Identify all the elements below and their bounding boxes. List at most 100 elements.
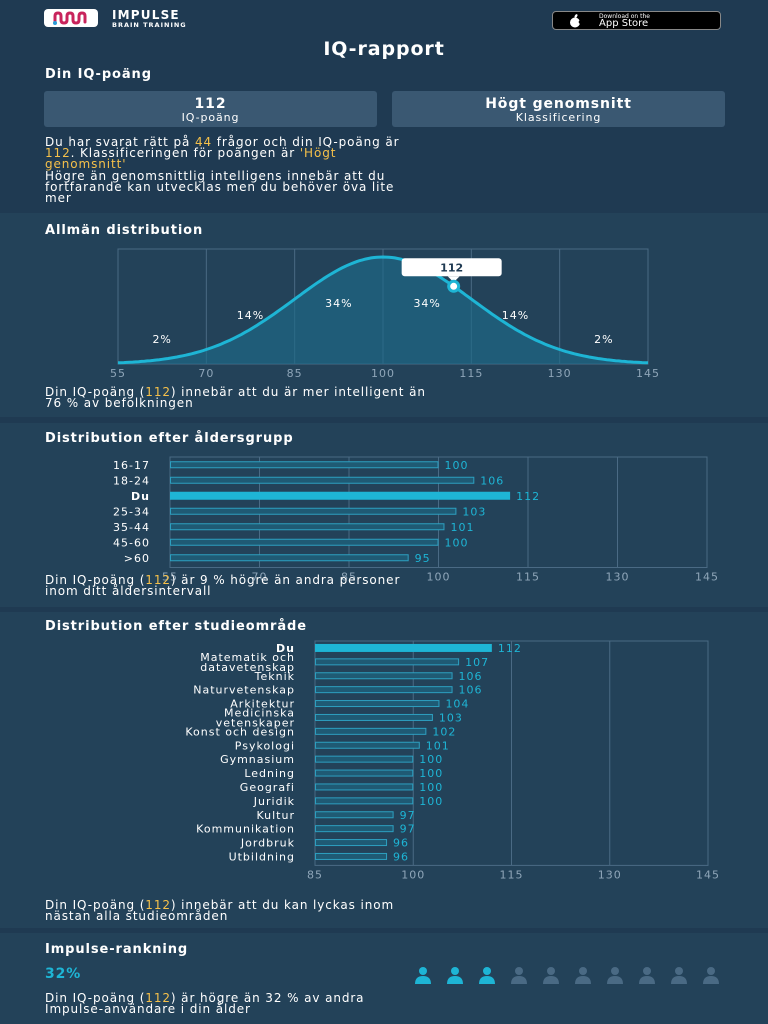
age-distribution-section: Distribution efter åldersgrupp 100 16-17 1… <box>0 423 768 607</box>
text-part: Din IQ-poäng ( <box>45 385 146 399</box>
iq-score-inline: 112 <box>45 146 71 160</box>
general-distribution-section: Allmän distribution 2% 14% 34% 34% 14% 2% 112 5… <box>0 213 768 417</box>
text-part: . Klassificeringen för poängen är <box>70 146 300 160</box>
age-distribution-heading: Distribution efter åldersgrupp <box>45 431 294 446</box>
x-tick-label: 100 <box>401 868 425 881</box>
category-label: >60 <box>124 552 150 565</box>
app-store-big-label: App Store <box>599 18 649 29</box>
x-tick-label: 130 <box>606 571 630 584</box>
x-tick-label: 55 <box>162 571 178 584</box>
text-part: ) är 9 % högre än andra personer <box>170 573 401 587</box>
text-line: nästan alla studieområden <box>45 909 229 923</box>
category-label: 25-34 <box>113 505 150 518</box>
classification-value: Högt genomsnitt <box>485 96 632 112</box>
bar <box>315 852 388 860</box>
bar <box>170 507 457 515</box>
bar-you <box>315 643 492 652</box>
category-label: Gymnasium <box>220 753 295 766</box>
x-tick-label: 100 <box>371 367 395 380</box>
text-part: ) innebär att du är mer intelligent än <box>170 385 426 399</box>
person-icon <box>415 967 431 984</box>
bar-value-label: 100 <box>419 753 443 766</box>
bar-value-label: 97 <box>400 809 416 822</box>
bar <box>315 672 453 680</box>
score-card: 112 IQ-poäng <box>44 91 377 127</box>
category-label: Psykologi <box>235 739 295 752</box>
brand-subtitle: BRAIN TRAINING <box>112 21 187 29</box>
bar-value-label: 101 <box>426 739 450 752</box>
text-line: Högre än genomsnittlig intelligens inneb… <box>45 169 386 183</box>
distribution-curve <box>117 255 649 365</box>
segment-label: 14% <box>502 309 529 322</box>
bar <box>315 839 388 847</box>
text-part: Din IQ-poäng ( <box>45 898 146 912</box>
score-value: 112 <box>194 96 227 112</box>
segment-label: 34% <box>325 297 352 310</box>
bar-value-label: 96 <box>393 850 409 863</box>
category-label: Kommunikation <box>196 823 295 836</box>
score-label: IQ-poäng <box>181 111 240 124</box>
bar <box>315 741 420 749</box>
bar-value-label: 107 <box>465 656 489 669</box>
x-tick-label: 70 <box>198 367 214 380</box>
category-label: Utbildning <box>229 850 295 863</box>
category-label: 18-24 <box>113 474 150 487</box>
x-tick-label: 100 <box>427 571 451 584</box>
text-line: Impulse-användare i din ålder <box>45 1002 251 1016</box>
bar-value-label: 100 <box>445 536 469 549</box>
bar <box>315 658 460 666</box>
bar <box>315 727 427 735</box>
bar <box>315 783 414 791</box>
segment-label: 34% <box>413 297 440 310</box>
classification-inline: 'Högt <box>299 146 337 160</box>
x-tick-label: 115 <box>500 868 524 881</box>
brain-logo-icon <box>53 11 87 25</box>
score-description: Du har svarat rätt på 44 frågor och din … <box>45 136 725 170</box>
text-part: Din IQ-poäng ( <box>45 991 146 1005</box>
person-icon <box>575 967 591 984</box>
person-icon <box>607 967 623 984</box>
field-distribution-section: Distribution efter studieområde 112 Du 107… <box>0 612 768 928</box>
segment-label: 14% <box>237 309 264 322</box>
bar <box>315 811 394 819</box>
bar-value-label: 95 <box>415 552 431 565</box>
bar-value-label: 106 <box>459 684 483 697</box>
text-line: mer <box>45 191 72 205</box>
x-tick-label: 145 <box>695 571 719 584</box>
text-part: ) är högre än 32 % av andra <box>170 991 365 1005</box>
category-label: Du <box>131 490 150 503</box>
iq-score-inline: 112 <box>145 898 171 912</box>
iq-score-inline: 112 <box>145 385 171 399</box>
person-icon <box>447 967 463 984</box>
bar <box>170 538 439 546</box>
text-line: fortfarande kan utvecklas men du behöver… <box>45 180 395 194</box>
intelligence-description: Högre än genomsnittlig intelligens inneb… <box>45 169 725 205</box>
general-distribution-chart: 2% 14% 34% 34% 14% 2% 112 55 70 85 100 115 130 145 <box>110 248 659 380</box>
x-tick-label: 85 <box>307 868 323 881</box>
bar-value-label: 103 <box>439 711 463 724</box>
app-store-button[interactable]: Download on the App Store <box>552 11 721 30</box>
ranking-caption: Din IQ-poäng (112) är högre än 32 % av a… <box>45 991 725 1016</box>
score-marker <box>447 279 461 293</box>
category-label: Naturvetenskap <box>193 684 295 697</box>
text-part: ) innebär att du kan lyckas inom <box>170 898 395 912</box>
bar-value-label: 104 <box>445 698 469 711</box>
bar <box>170 523 445 531</box>
bar-value-label: 103 <box>462 505 486 518</box>
distribution-area <box>118 257 648 364</box>
bar-value-label: 97 <box>400 823 416 836</box>
x-tick-label: 130 <box>548 367 572 380</box>
general-distribution-caption: Din IQ-poäng (112) innebär att du är mer… <box>45 385 725 409</box>
iq-score-inline: 112 <box>145 991 171 1005</box>
bar-value-label: 106 <box>459 670 483 683</box>
score-tooltip <box>401 258 502 277</box>
classification-label: Klassificering <box>515 111 602 124</box>
ranking-percent: 32% <box>45 966 82 982</box>
segment-label: 2% <box>152 333 171 346</box>
impulse-logo[interactable] <box>44 9 98 27</box>
bar-value-label: 106 <box>480 474 504 487</box>
category-label: 35-44 <box>113 521 150 534</box>
age-distribution-caption: Din IQ-poäng (112) är 9 % högre än andra… <box>45 573 725 597</box>
field-distribution-heading: Distribution efter studieområde <box>45 619 307 634</box>
